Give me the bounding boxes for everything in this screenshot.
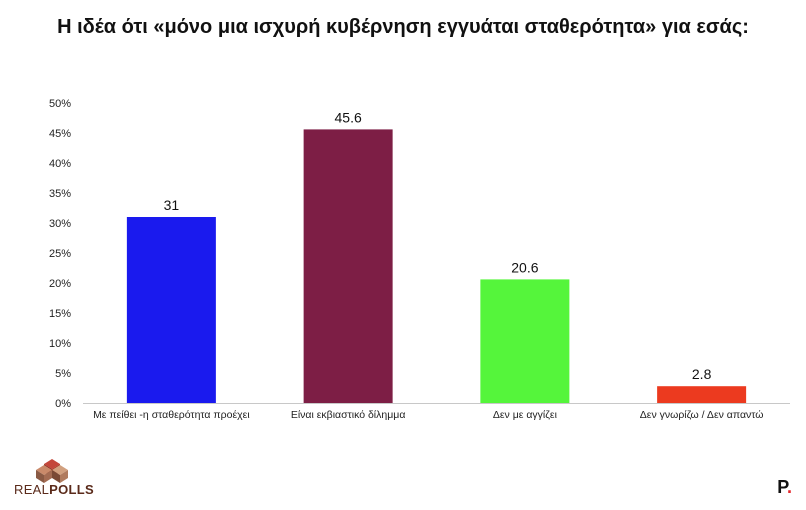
y-tick-label: 50%: [49, 98, 71, 110]
data-label: 20.6: [511, 259, 538, 275]
publisher-dot: .: [786, 477, 792, 497]
bar: [480, 279, 570, 403]
publisher-letter: P: [777, 477, 787, 497]
data-label: 45.6: [335, 109, 362, 125]
publisher-logo: P.: [777, 477, 792, 498]
category-label: Δεν γνωρίζω / Δεν απαντώ: [640, 409, 764, 421]
wordmark-light: REAL: [14, 482, 50, 497]
y-tick-label: 20%: [49, 278, 71, 290]
category-label: Είναι εκβιαστικό δίλημμα: [291, 409, 406, 421]
realpolls-wordmark: REALPOLLS: [14, 482, 94, 497]
y-tick-label: 10%: [49, 338, 71, 350]
bar: [303, 129, 393, 403]
category-label: Με πείθει -η σταθερότητα προέχει: [93, 409, 250, 421]
bars: 31 45.6 20.6 2.8: [126, 109, 747, 403]
y-tick-label: 15%: [49, 308, 71, 320]
y-tick-label: 5%: [55, 368, 71, 380]
y-tick-label: 0%: [55, 398, 71, 410]
y-tick-label: 45%: [49, 128, 71, 140]
y-tick-label: 30%: [49, 218, 71, 230]
data-label: 2.8: [692, 366, 712, 382]
wordmark-bold: POLLS: [49, 482, 95, 497]
y-tick-label: 40%: [49, 158, 71, 170]
y-tick-label: 25%: [49, 248, 71, 260]
bar: [126, 217, 216, 403]
category-label: Δεν με αγγίζει: [493, 409, 558, 421]
y-tick-label: 35%: [49, 188, 71, 200]
y-axis: 0% 5% 10% 15% 20% 25% 30% 35% 40% 45% 50%: [49, 98, 71, 410]
chart-title: Η ιδέα ότι «μόνο μια ισχυρή κυβέρνηση εγ…: [57, 16, 749, 38]
x-axis: Με πείθει -η σταθερότητα προέχει Είναι εκ…: [83, 403, 790, 421]
data-label: 31: [164, 197, 180, 213]
bar: [657, 386, 747, 403]
realpolls-logo-icon: [36, 459, 68, 483]
